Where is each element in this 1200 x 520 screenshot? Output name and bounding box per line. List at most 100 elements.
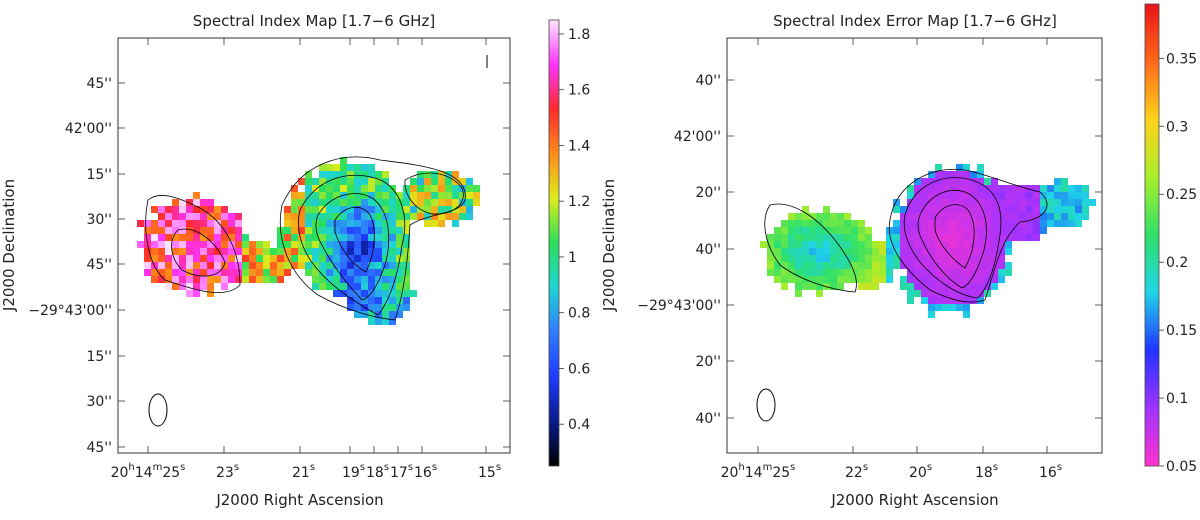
map-pixel [375, 220, 382, 227]
map-pixel [977, 192, 984, 199]
map-pixel [298, 262, 305, 269]
map-pixel [998, 269, 1005, 276]
map-pixel [417, 178, 424, 185]
map-pixel [1082, 213, 1089, 220]
map-pixel [760, 241, 767, 248]
map-pixel [354, 255, 361, 262]
map-pixel [963, 241, 970, 248]
map-pixel [991, 220, 998, 227]
map-pixel [256, 241, 263, 248]
map-pixel [907, 220, 914, 227]
y-tick-label: 45'' [86, 257, 112, 273]
map-pixel [1068, 199, 1075, 206]
map-pixel [963, 276, 970, 283]
map-pixel [795, 269, 802, 276]
map-pixel [928, 241, 935, 248]
map-pixel [396, 283, 403, 290]
map-pixel [963, 185, 970, 192]
map-pixel [298, 255, 305, 262]
map-pixel [375, 255, 382, 262]
map-pixel [781, 255, 788, 262]
map-pixel [942, 262, 949, 269]
map-pixel [781, 276, 788, 283]
map-pixel [361, 276, 368, 283]
map-pixel [389, 241, 396, 248]
map-pixel [424, 192, 431, 199]
map-pixel [396, 297, 403, 304]
map-pixel [354, 269, 361, 276]
map-pixel [816, 269, 823, 276]
map-pixel [326, 192, 333, 199]
map-pixel [893, 227, 900, 234]
map-pixel [256, 255, 263, 262]
map-pixel [900, 262, 907, 269]
map-pixel [207, 262, 214, 269]
map-pixel [459, 206, 466, 213]
map-pixel [291, 227, 298, 234]
map-pixel [935, 269, 942, 276]
map-pixel [410, 213, 417, 220]
map-pixel [228, 241, 235, 248]
map-pixel [942, 241, 949, 248]
map-pixel [298, 199, 305, 206]
map-pixel [312, 269, 319, 276]
map-pixel [200, 262, 207, 269]
map-pixel [781, 220, 788, 227]
map-pixel [963, 178, 970, 185]
map-pixel [935, 297, 942, 304]
map-pixel [935, 171, 942, 178]
map-pixel [312, 262, 319, 269]
map-pixel [1033, 192, 1040, 199]
map-pixel [970, 227, 977, 234]
map-pixel [333, 171, 340, 178]
map-pixel [935, 290, 942, 297]
map-pixel [1047, 192, 1054, 199]
map-pixel [991, 276, 998, 283]
map-pixel [1005, 199, 1012, 206]
map-pixel [949, 262, 956, 269]
map-pixel [1033, 213, 1040, 220]
map-pixel [991, 199, 998, 206]
map-pixel [886, 262, 893, 269]
map-pixel [963, 199, 970, 206]
colorbar-tick-label: 1 [568, 250, 577, 266]
map-pixel [942, 255, 949, 262]
map-pixel [375, 213, 382, 220]
map-pixel [368, 269, 375, 276]
map-pixel [382, 311, 389, 318]
map-pixel [963, 227, 970, 234]
map-pixel [291, 185, 298, 192]
map-pixel [921, 199, 928, 206]
map-pixel [921, 248, 928, 255]
map-pixel [382, 255, 389, 262]
map-pixel [249, 248, 256, 255]
map-pixel [382, 290, 389, 297]
map-pixel [347, 234, 354, 241]
map-pixel [144, 262, 151, 269]
map-pixel [256, 262, 263, 269]
map-pixel [158, 220, 165, 227]
map-pixel [844, 262, 851, 269]
map-pixel [1061, 206, 1068, 213]
map-pixel [207, 227, 214, 234]
map-pixel [970, 199, 977, 206]
map-pixel [1005, 192, 1012, 199]
map-pixel [277, 234, 284, 241]
map-pixel [158, 213, 165, 220]
map-pixel [375, 269, 382, 276]
panel-spectral-index: Spectral Index Map [1.7−6 GHz] 20h14m25s… [0, 12, 590, 509]
map-pixel [781, 283, 788, 290]
map-pixel [326, 164, 333, 171]
map-pixel [172, 283, 179, 290]
map-pixel [368, 171, 375, 178]
map-pixel [949, 283, 956, 290]
map-pixel [340, 157, 347, 164]
map-pixel [998, 192, 1005, 199]
map-pixel [816, 283, 823, 290]
map-pixel [347, 178, 354, 185]
map-pixel [319, 192, 326, 199]
map-pixel [361, 192, 368, 199]
map-pixel [424, 220, 431, 227]
map-pixel [886, 248, 893, 255]
map-pixel [375, 248, 382, 255]
